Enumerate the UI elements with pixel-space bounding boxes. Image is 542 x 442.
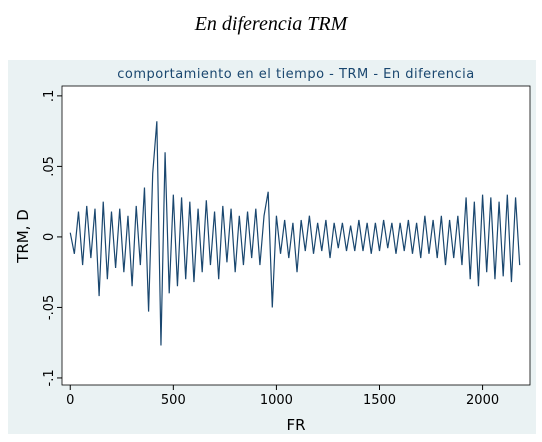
x-axis-label: FR — [286, 416, 305, 434]
y-axis-label: TRM, D — [14, 209, 32, 264]
y-tick-label: -.05 — [42, 295, 57, 320]
x-tick-label: 2000 — [466, 393, 499, 408]
x-tick-label: 0 — [66, 393, 74, 408]
data-line — [69, 121, 521, 346]
y-tick-label: -.1 — [42, 369, 57, 386]
y-tick-label: 0 — [42, 233, 57, 241]
chart-title: comportamiento en el tiempo - TRM - En d… — [117, 67, 474, 82]
x-tick-label: 1000 — [260, 393, 293, 408]
y-tick-label: .05 — [42, 156, 57, 177]
plot-area — [61, 85, 531, 386]
x-tick-label: 500 — [161, 393, 186, 408]
page-title: En diferencia TRM — [194, 13, 349, 35]
y-tick-label: .1 — [42, 90, 57, 102]
x-tick-label: 1500 — [363, 393, 396, 408]
